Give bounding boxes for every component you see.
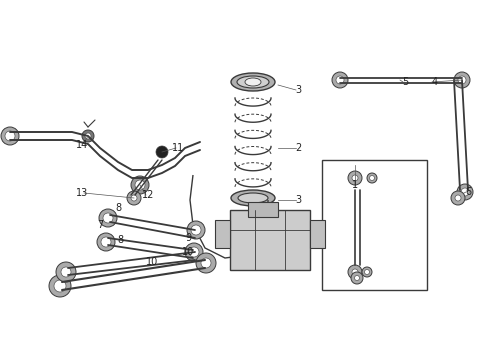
Circle shape	[451, 191, 465, 205]
Circle shape	[458, 76, 466, 84]
Text: 5: 5	[402, 77, 408, 87]
Circle shape	[85, 133, 91, 139]
Circle shape	[348, 171, 362, 185]
Circle shape	[367, 173, 377, 183]
Ellipse shape	[237, 76, 269, 88]
Text: 9: 9	[185, 233, 191, 243]
Ellipse shape	[231, 190, 275, 206]
Circle shape	[354, 275, 360, 280]
Bar	[215, 220, 230, 248]
Text: 11: 11	[172, 143, 184, 153]
Text: 3: 3	[295, 195, 301, 205]
Circle shape	[332, 72, 348, 88]
Circle shape	[131, 176, 149, 194]
Circle shape	[56, 262, 76, 282]
Text: 14: 14	[76, 140, 88, 150]
Circle shape	[461, 188, 469, 196]
Bar	[310, 220, 325, 248]
Circle shape	[185, 243, 203, 261]
Text: 6: 6	[465, 187, 471, 197]
Circle shape	[1, 127, 19, 145]
Circle shape	[336, 76, 344, 84]
Circle shape	[191, 225, 201, 235]
Text: 3: 3	[295, 85, 301, 95]
Ellipse shape	[245, 78, 261, 86]
Bar	[230, 210, 310, 270]
Circle shape	[369, 175, 374, 180]
Ellipse shape	[231, 73, 275, 91]
Circle shape	[97, 233, 115, 251]
Text: 4: 4	[432, 77, 438, 87]
Bar	[248, 202, 278, 217]
Bar	[322, 160, 427, 290]
Circle shape	[82, 130, 94, 142]
Ellipse shape	[238, 193, 268, 203]
Circle shape	[135, 180, 145, 190]
Circle shape	[156, 146, 168, 158]
Text: 8: 8	[115, 203, 121, 213]
Circle shape	[99, 209, 117, 227]
Text: 1: 1	[352, 180, 358, 190]
Circle shape	[455, 195, 461, 201]
Circle shape	[362, 267, 372, 277]
Circle shape	[189, 247, 199, 257]
Text: 12: 12	[142, 190, 154, 200]
Circle shape	[127, 191, 141, 205]
Text: 8: 8	[117, 235, 123, 245]
Circle shape	[101, 237, 111, 247]
Circle shape	[131, 195, 137, 201]
Circle shape	[457, 184, 473, 200]
Text: 10: 10	[146, 257, 158, 267]
Text: 2: 2	[295, 143, 301, 153]
Circle shape	[201, 258, 211, 268]
Circle shape	[352, 175, 358, 181]
Circle shape	[348, 265, 362, 279]
Circle shape	[365, 270, 369, 274]
Text: 7: 7	[97, 220, 103, 230]
Circle shape	[351, 272, 363, 284]
Circle shape	[49, 275, 71, 297]
Text: 13: 13	[76, 188, 88, 198]
Circle shape	[54, 280, 66, 292]
Circle shape	[103, 213, 113, 223]
Circle shape	[61, 267, 71, 277]
Circle shape	[454, 72, 470, 88]
Circle shape	[196, 253, 216, 273]
Text: 10: 10	[182, 247, 194, 257]
Circle shape	[5, 131, 15, 141]
Circle shape	[352, 269, 358, 275]
Circle shape	[187, 221, 205, 239]
